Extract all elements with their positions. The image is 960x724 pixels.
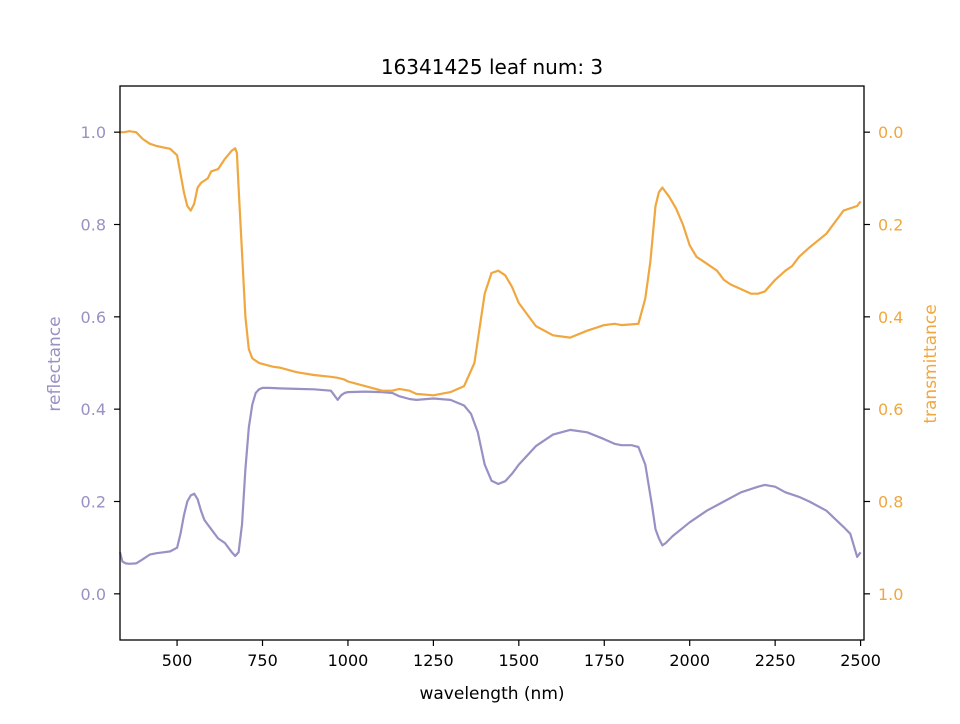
- right-y-axis: 0.0 0.2 0.4 0.6 0.8 1.0: [864, 123, 903, 604]
- right-y-axis-label: transmittance: [921, 304, 941, 423]
- right-y-tick-label: 0.8: [878, 493, 903, 512]
- x-tick-label: 1000: [328, 651, 369, 670]
- transmittance-line: [120, 130, 862, 397]
- x-tick-label: 500: [162, 651, 193, 670]
- right-y-tick-label: 0.2: [878, 216, 903, 235]
- right-y-tick-label: 0.6: [878, 400, 903, 419]
- x-tick-label: 1250: [413, 651, 454, 670]
- left-y-tick-label: 0.6: [81, 308, 106, 327]
- x-tick-label: 2250: [755, 651, 796, 670]
- x-tick-label: 1500: [498, 651, 539, 670]
- x-tick-label: 2000: [669, 651, 710, 670]
- x-tick-label: 750: [247, 651, 278, 670]
- left-y-tick-label: 0.0: [81, 585, 106, 604]
- plot-area-frame: [119, 85, 865, 641]
- reflectance-line: [118, 386, 862, 565]
- left-y-tick-label: 0.4: [81, 400, 106, 419]
- left-y-tick-label: 1.0: [81, 123, 106, 142]
- x-axis: 500 750 1000 1250 1500 1750 2000 2250 2500: [162, 640, 881, 670]
- right-y-tick-label: 0.4: [878, 308, 903, 327]
- series-lines: [118, 130, 862, 565]
- right-y-tick-label: 0.0: [878, 123, 903, 142]
- left-y-axis-label: reflectance: [45, 316, 65, 411]
- x-axis-label: wavelength (nm): [419, 684, 564, 704]
- chart-title: 16341425 leaf num: 3: [381, 55, 603, 79]
- x-tick-label: 2500: [840, 651, 881, 670]
- left-y-tick-label: 0.2: [81, 493, 106, 512]
- right-y-tick-label: 1.0: [878, 585, 903, 604]
- x-tick-label: 1750: [584, 651, 625, 670]
- left-y-tick-label: 0.8: [81, 216, 106, 235]
- left-y-axis: 0.0 0.2 0.4 0.6 0.8 1.0: [81, 123, 120, 604]
